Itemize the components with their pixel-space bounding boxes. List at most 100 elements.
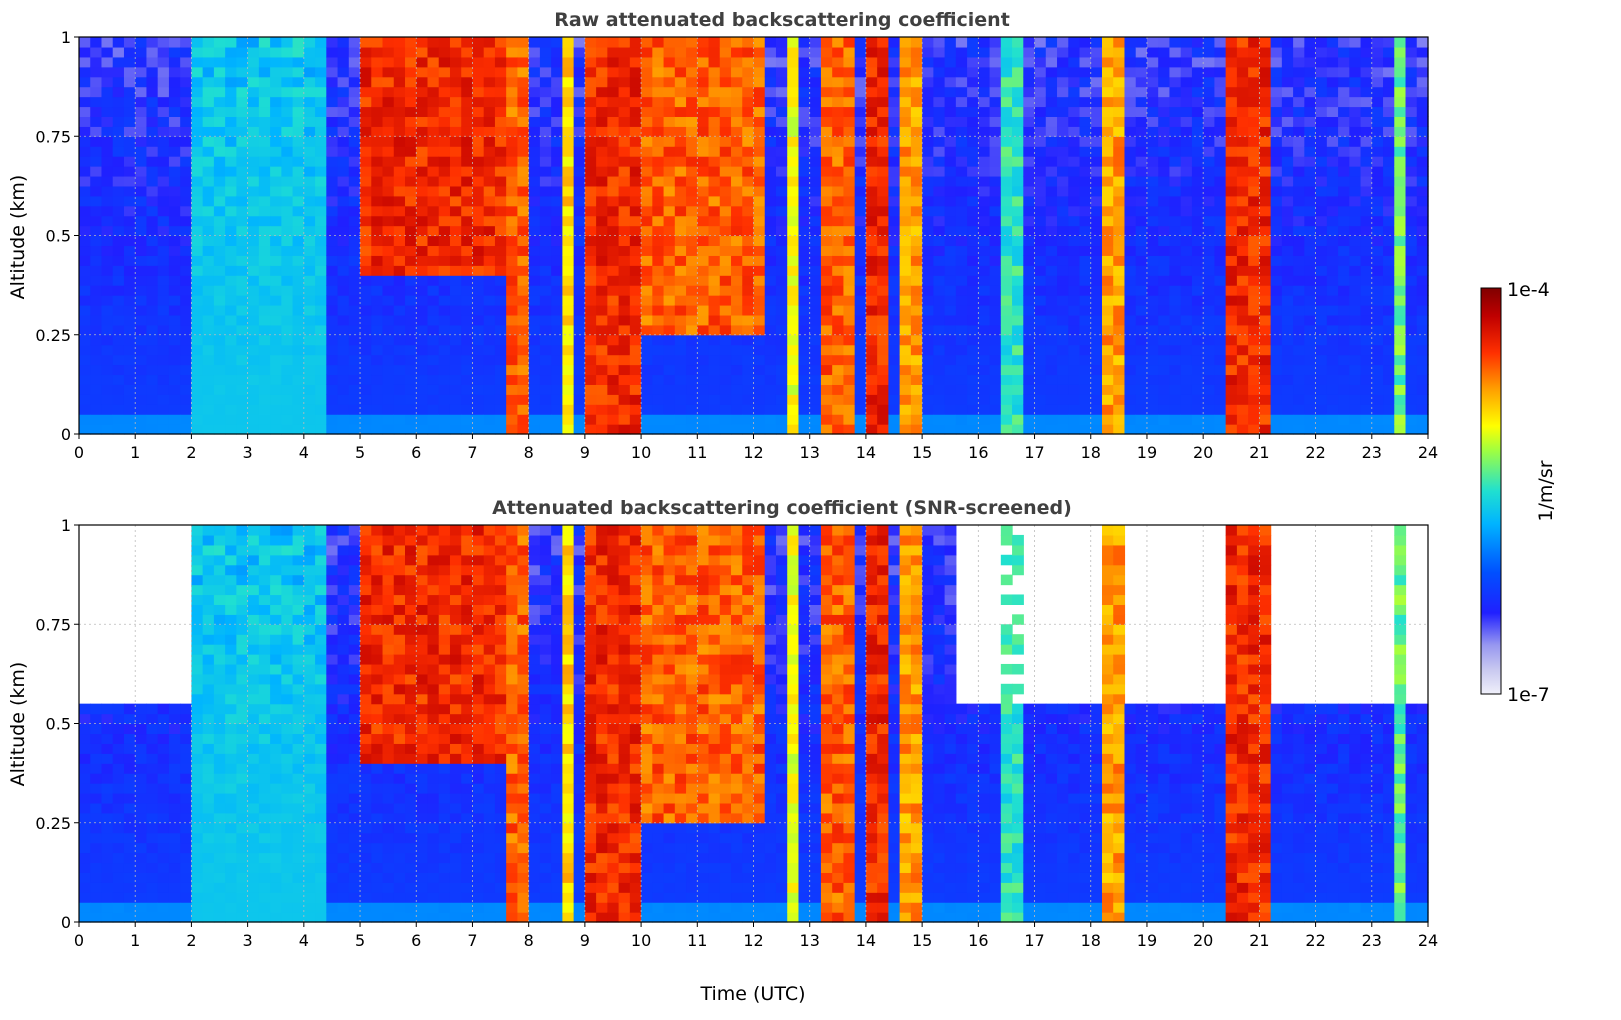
heatmap-cell xyxy=(1158,245,1171,256)
heatmap-cell xyxy=(809,285,822,296)
heatmap-cell xyxy=(686,56,698,68)
heatmap-cell xyxy=(731,37,743,48)
heatmap-cell xyxy=(719,334,732,346)
heatmap-cell xyxy=(202,404,215,415)
heatmap-cell xyxy=(1203,96,1216,108)
heatmap-cell xyxy=(371,185,384,197)
heatmap-cell xyxy=(438,126,451,137)
heatmap-cell xyxy=(1225,205,1238,217)
heatmap-cell xyxy=(607,384,620,395)
heatmap-cell xyxy=(697,106,710,117)
heatmap-cell xyxy=(1405,116,1418,127)
heatmap-cell xyxy=(517,285,530,296)
heatmap-cell xyxy=(292,146,305,157)
heatmap-cell xyxy=(494,166,507,177)
heatmap-cell xyxy=(798,156,811,167)
heatmap-cell xyxy=(1090,255,1103,266)
heatmap-cell xyxy=(1394,404,1407,415)
heatmap-cell xyxy=(517,215,530,227)
heatmap-cell xyxy=(1405,324,1418,336)
heatmap-cell xyxy=(270,245,282,256)
heatmap-cell xyxy=(1034,76,1047,88)
heatmap-cell xyxy=(1135,245,1148,256)
heatmap-cell xyxy=(168,215,181,227)
heatmap-cell xyxy=(1225,344,1238,356)
heatmap-cell xyxy=(1000,314,1013,326)
heatmap-cell xyxy=(1405,295,1418,306)
heatmap-cell xyxy=(1304,225,1317,237)
heatmap-cell xyxy=(1383,324,1395,336)
heatmap-cell xyxy=(1079,86,1092,98)
heatmap-cell xyxy=(1169,304,1182,316)
heatmap-cell xyxy=(360,414,372,425)
heatmap-cell xyxy=(775,225,788,237)
heatmap-cell xyxy=(562,116,575,127)
heatmap-cell xyxy=(775,304,788,316)
heatmap-cell xyxy=(1360,205,1373,217)
heatmap-cell xyxy=(1360,66,1373,78)
heatmap-cell xyxy=(1236,76,1249,88)
heatmap-cell xyxy=(1169,245,1182,256)
heatmap-cell xyxy=(731,414,743,425)
heatmap-cell xyxy=(112,763,125,774)
heatmap-cell xyxy=(326,285,339,296)
heatmap-cell xyxy=(1326,235,1339,247)
heatmap-cell xyxy=(753,414,766,425)
heatmap-cell xyxy=(1023,205,1036,217)
heatmap-cell xyxy=(180,324,193,336)
heatmap-cell xyxy=(348,344,361,356)
heatmap-cell xyxy=(180,215,193,227)
heatmap-cell xyxy=(1371,404,1384,415)
heatmap-cell xyxy=(1214,414,1227,425)
heatmap-cell xyxy=(1158,225,1171,237)
heatmap-cell xyxy=(1068,225,1081,237)
heatmap-cell xyxy=(731,265,743,276)
heatmap-cell xyxy=(652,245,665,256)
heatmap-cell xyxy=(1416,136,1429,147)
heatmap-cell xyxy=(562,76,575,88)
heatmap-cell xyxy=(764,96,777,108)
heatmap-cell xyxy=(258,56,271,68)
heatmap-cell xyxy=(360,56,372,68)
heatmap-cell xyxy=(135,215,148,227)
heatmap-cell xyxy=(213,46,226,58)
heatmap-cell xyxy=(1023,285,1036,296)
heatmap-cell xyxy=(1000,76,1013,88)
heatmap-cell xyxy=(1012,116,1024,127)
heatmap-cell xyxy=(1034,195,1047,207)
heatmap-cell xyxy=(123,56,136,68)
heatmap-cell xyxy=(1068,404,1081,415)
heatmap-cell xyxy=(1101,275,1114,286)
heatmap-cell xyxy=(168,225,181,237)
heatmap-cell xyxy=(236,275,249,286)
heatmap-cell xyxy=(281,166,294,177)
heatmap-cell xyxy=(865,374,878,385)
heatmap-cell xyxy=(641,166,653,177)
heatmap-cell xyxy=(539,136,552,147)
heatmap-cell xyxy=(360,314,372,326)
heatmap-cell xyxy=(483,404,496,415)
heatmap-cell xyxy=(1383,136,1395,147)
heatmap-cell xyxy=(494,334,507,346)
heatmap-cell xyxy=(1383,304,1395,316)
heatmap-cell xyxy=(663,106,676,117)
heatmap-cell xyxy=(1416,96,1429,108)
heatmap-cell xyxy=(1101,344,1114,356)
heatmap-cell xyxy=(764,166,777,177)
heatmap-cell xyxy=(967,166,979,177)
heatmap-cell xyxy=(1101,295,1114,306)
heatmap-cell xyxy=(517,175,530,187)
heatmap-cell xyxy=(1383,185,1395,197)
heatmap-cell xyxy=(775,185,788,197)
heatmap-cell xyxy=(944,175,957,187)
heatmap-cell xyxy=(326,66,339,78)
heatmap-cell xyxy=(596,404,608,415)
heatmap-cell xyxy=(371,215,384,227)
heatmap-cell xyxy=(517,86,530,98)
heatmap-cell xyxy=(922,384,934,395)
x-tick-label: 6 xyxy=(411,443,421,462)
heatmap-cell xyxy=(607,344,620,356)
heatmap-cell xyxy=(1281,116,1294,127)
heatmap-cell xyxy=(528,314,541,326)
heatmap-cell xyxy=(562,265,575,276)
